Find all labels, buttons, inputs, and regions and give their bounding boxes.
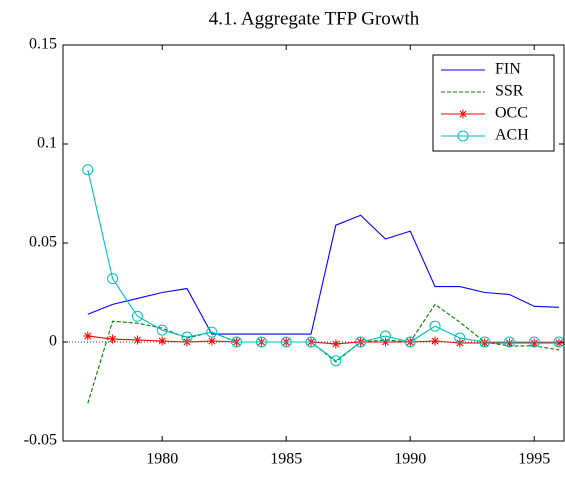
data-point [207, 336, 217, 346]
series-line [87, 169, 560, 362]
data-point [480, 338, 490, 348]
data-point [280, 336, 292, 348]
data-point [181, 331, 193, 343]
data-point [529, 338, 539, 348]
y-tick-label: 0.1 [37, 135, 57, 152]
x-tick-label: 1990 [394, 451, 426, 468]
data-point [503, 336, 515, 348]
data-point [132, 335, 142, 345]
legend-marker [457, 130, 469, 142]
data-point [108, 334, 118, 344]
y-tick-label: 0 [49, 333, 57, 350]
y-tick-label: -0.05 [24, 432, 57, 449]
data-point [380, 337, 390, 347]
y-tick-label: 0.15 [29, 36, 57, 53]
data-point [430, 336, 440, 346]
data-point [479, 336, 491, 348]
x-tick-label: 1995 [518, 451, 550, 468]
x-tick-label: 1980 [146, 451, 178, 468]
data-point [157, 336, 167, 346]
data-point [404, 336, 416, 348]
series-line [87, 303, 560, 404]
chart-title: 4.1. Aggregate TFP Growth [209, 8, 420, 29]
data-point [504, 338, 514, 348]
legend-marker [458, 109, 468, 119]
legend-label: ACH [495, 127, 529, 144]
data-point [305, 336, 317, 348]
data-point [82, 164, 94, 176]
data-point [255, 336, 267, 348]
legend-label: OCC [495, 105, 528, 122]
data-point [206, 326, 218, 338]
data-point [156, 324, 168, 336]
data-point [355, 336, 367, 348]
data-point [528, 336, 540, 348]
data-point [379, 330, 391, 342]
data-point [83, 331, 93, 341]
x-tick-label: 1985 [270, 451, 302, 468]
data-point [107, 273, 119, 285]
data-point [131, 310, 143, 322]
series-line [87, 214, 560, 335]
data-point [331, 339, 341, 349]
plot-frame [62, 44, 565, 442]
data-point [429, 320, 441, 332]
data-point [330, 355, 342, 367]
data-point [554, 338, 564, 348]
legend-label: FIN [495, 61, 521, 78]
legend-box [432, 54, 555, 152]
data-point [454, 332, 466, 344]
data-point [231, 336, 243, 348]
legend-label: SSR [495, 83, 524, 100]
y-tick-label: 0.05 [29, 234, 57, 251]
